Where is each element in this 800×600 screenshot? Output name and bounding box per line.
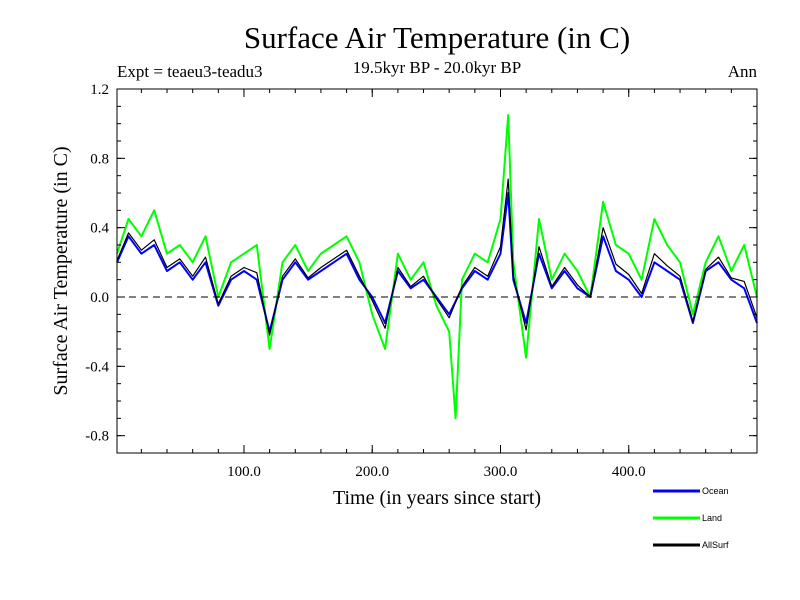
x-tick-label: 100.0 (227, 464, 261, 480)
x-axis-label: Time (in years since start) (333, 487, 541, 509)
y-tick-label: 0.8 (90, 151, 109, 167)
series-line-allsurf (116, 178, 758, 336)
y-tick-label: 0.0 (90, 290, 109, 306)
series-line-land (116, 114, 758, 420)
x-tick-label: 200.0 (355, 464, 389, 480)
x-tick-label: 300.0 (484, 464, 518, 480)
y-tick-label: 0.4 (90, 221, 109, 237)
x-tick-label: 400.0 (612, 464, 646, 480)
y-tick-label: -0.8 (85, 429, 109, 445)
chart-title: Surface Air Temperature (in C) (244, 20, 630, 55)
legend-label-land: Land (702, 513, 722, 523)
plot-frame (116, 88, 758, 454)
legend-item-allsurf: AllSurf (653, 540, 729, 550)
legend-item-ocean: Ocean (653, 486, 729, 496)
legend-item-land: Land (653, 513, 722, 523)
experiment-label: Expt = teaeu3-teadu3 (117, 62, 263, 81)
legend: Ocean Land AllSurf (653, 486, 729, 550)
plot-series-group (116, 114, 758, 420)
legend-label-ocean: Ocean (702, 486, 729, 496)
series-line-ocean (116, 192, 758, 333)
chart-subtitle: 19.5kyr BP - 20.0kyr BP (353, 58, 521, 77)
y-tick-label: -0.4 (85, 359, 109, 375)
season-label: Ann (728, 62, 758, 81)
y-tick-label: 1.2 (90, 82, 109, 98)
legend-label-allsurf: AllSurf (702, 540, 729, 550)
plot-ticks-group: 1.2 0.8 0.4 0.0 -0.4 -0.8 100.0 200.0 300.0 400.0 (85, 82, 757, 480)
y-axis-label: Surface Air Temperature (in C) (50, 146, 72, 395)
